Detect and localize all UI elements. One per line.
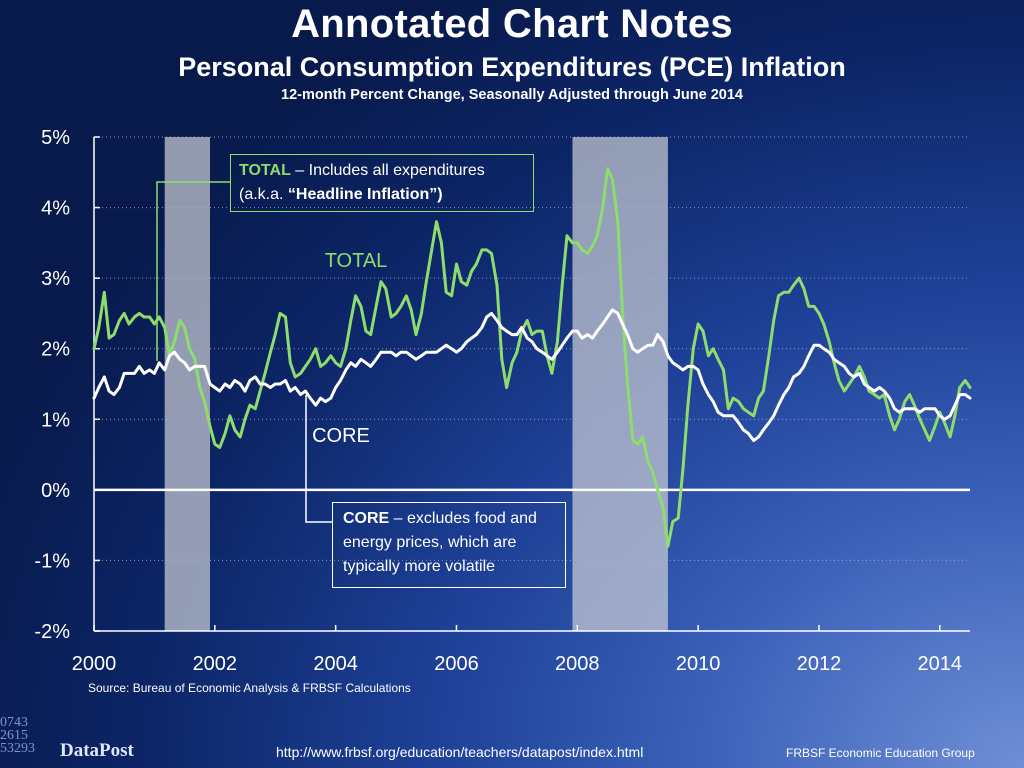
y-tick-label: 0% bbox=[41, 480, 70, 502]
x-tick-label: 2010 bbox=[676, 653, 721, 675]
brand-name: DataPost bbox=[60, 740, 134, 761]
callout-connectors bbox=[156, 181, 332, 523]
total-note-line2-bold: “Headline Inflation”) bbox=[287, 186, 443, 203]
series-label-total: TOTAL bbox=[325, 250, 388, 272]
page-title: Annotated Chart Notes bbox=[291, 2, 733, 46]
y-tick-label: 1% bbox=[41, 409, 70, 431]
core-note-line2: energy prices, which are bbox=[343, 534, 517, 551]
tick-labels: -2% -1% 0% 1% 2% 3% 4% 5% 2000 2002 2004 2006 2008 20… bbox=[34, 127, 962, 675]
y-tick-label: 4% bbox=[41, 198, 70, 220]
y-tick-label: -2% bbox=[34, 621, 70, 643]
x-tick-label: 2004 bbox=[313, 653, 358, 675]
series-core-line bbox=[92, 308, 972, 442]
x-tick-label: 2012 bbox=[797, 653, 842, 675]
y-tick-label: -1% bbox=[34, 550, 70, 572]
source-note: Source: Bureau of Economic Analysis & FR… bbox=[88, 681, 411, 695]
x-tick-label: 2002 bbox=[193, 653, 238, 675]
series-total-line bbox=[92, 167, 972, 548]
footer-org: FRBSF Economic Education Group bbox=[786, 746, 975, 760]
total-annotation: TOTAL – Includes all expenditures (a.k.a… bbox=[230, 154, 534, 212]
series-label-core: CORE bbox=[312, 425, 370, 447]
x-tick-label: 2008 bbox=[555, 653, 600, 675]
axes bbox=[93, 136, 970, 632]
core-note-line1: – excludes food and bbox=[389, 510, 537, 527]
y-tick-label: 5% bbox=[41, 127, 70, 149]
recession-band-0 bbox=[164, 137, 210, 631]
chart-subtitle: Personal Consumption Expenditures (PCE) … bbox=[178, 52, 846, 82]
total-connector bbox=[156, 181, 230, 361]
x-tick-label: 2000 bbox=[72, 653, 117, 675]
total-note-line2-prefix: (a.k.a. bbox=[239, 186, 288, 203]
core-annotation: CORE – excludes food and energy prices, … bbox=[332, 502, 566, 588]
core-note-line3: typically more volatile bbox=[343, 558, 496, 575]
chart-subsubtitle: 12-month Percent Change, Seasonally Adju… bbox=[281, 87, 743, 103]
series-lines bbox=[92, 167, 972, 548]
total-note-keyword: TOTAL bbox=[239, 162, 291, 179]
x-tick-label: 2006 bbox=[434, 653, 479, 675]
core-note-keyword: CORE bbox=[343, 510, 390, 527]
datapost-logo: 0743 2615 53293 bbox=[0, 716, 35, 756]
recession-band-1 bbox=[572, 137, 668, 631]
total-note-line1: – Includes all expenditures bbox=[290, 162, 485, 179]
x-tick-label: 2014 bbox=[918, 653, 963, 675]
y-tick-label: 3% bbox=[41, 268, 70, 290]
core-connector bbox=[305, 395, 332, 523]
y-tick-label: 2% bbox=[41, 339, 70, 361]
series-labels: TOTAL CORE bbox=[312, 250, 387, 447]
footer-url[interactable]: http://www.frbsf.org/education/teachers/… bbox=[276, 744, 644, 760]
recession-bands bbox=[164, 137, 668, 631]
